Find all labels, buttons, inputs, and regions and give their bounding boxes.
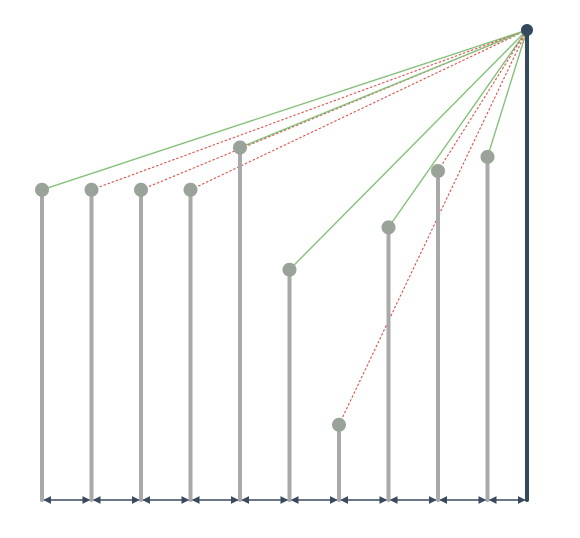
sight-ray-8 xyxy=(387,29,528,228)
sticks xyxy=(35,140,495,502)
sight-ray-3 xyxy=(140,29,528,191)
stick-top-node-9 xyxy=(431,164,445,178)
sight-ray-6 xyxy=(289,29,528,271)
stick-top-node-10 xyxy=(480,149,495,164)
sight-ray-10 xyxy=(486,29,528,158)
tall-stick-group xyxy=(521,24,533,502)
stick-top-node-5 xyxy=(233,140,247,155)
stick-top-node-8 xyxy=(381,220,396,235)
sight-ray-9 xyxy=(437,29,528,172)
sight-ray-2 xyxy=(91,29,528,191)
stick-top-node-4 xyxy=(183,182,198,197)
stick-top-node-3 xyxy=(134,182,148,197)
stick-top-node-1 xyxy=(35,182,49,197)
viewer-node xyxy=(521,24,533,36)
stick-top-node-2 xyxy=(84,182,99,197)
sight-ray-4 xyxy=(190,29,528,191)
sight-ray-1 xyxy=(41,29,528,191)
sight-rays xyxy=(41,29,528,426)
sight-ray-5 xyxy=(239,29,528,149)
stick-top-node-7 xyxy=(332,417,346,432)
stick-top-node-6 xyxy=(282,262,297,277)
